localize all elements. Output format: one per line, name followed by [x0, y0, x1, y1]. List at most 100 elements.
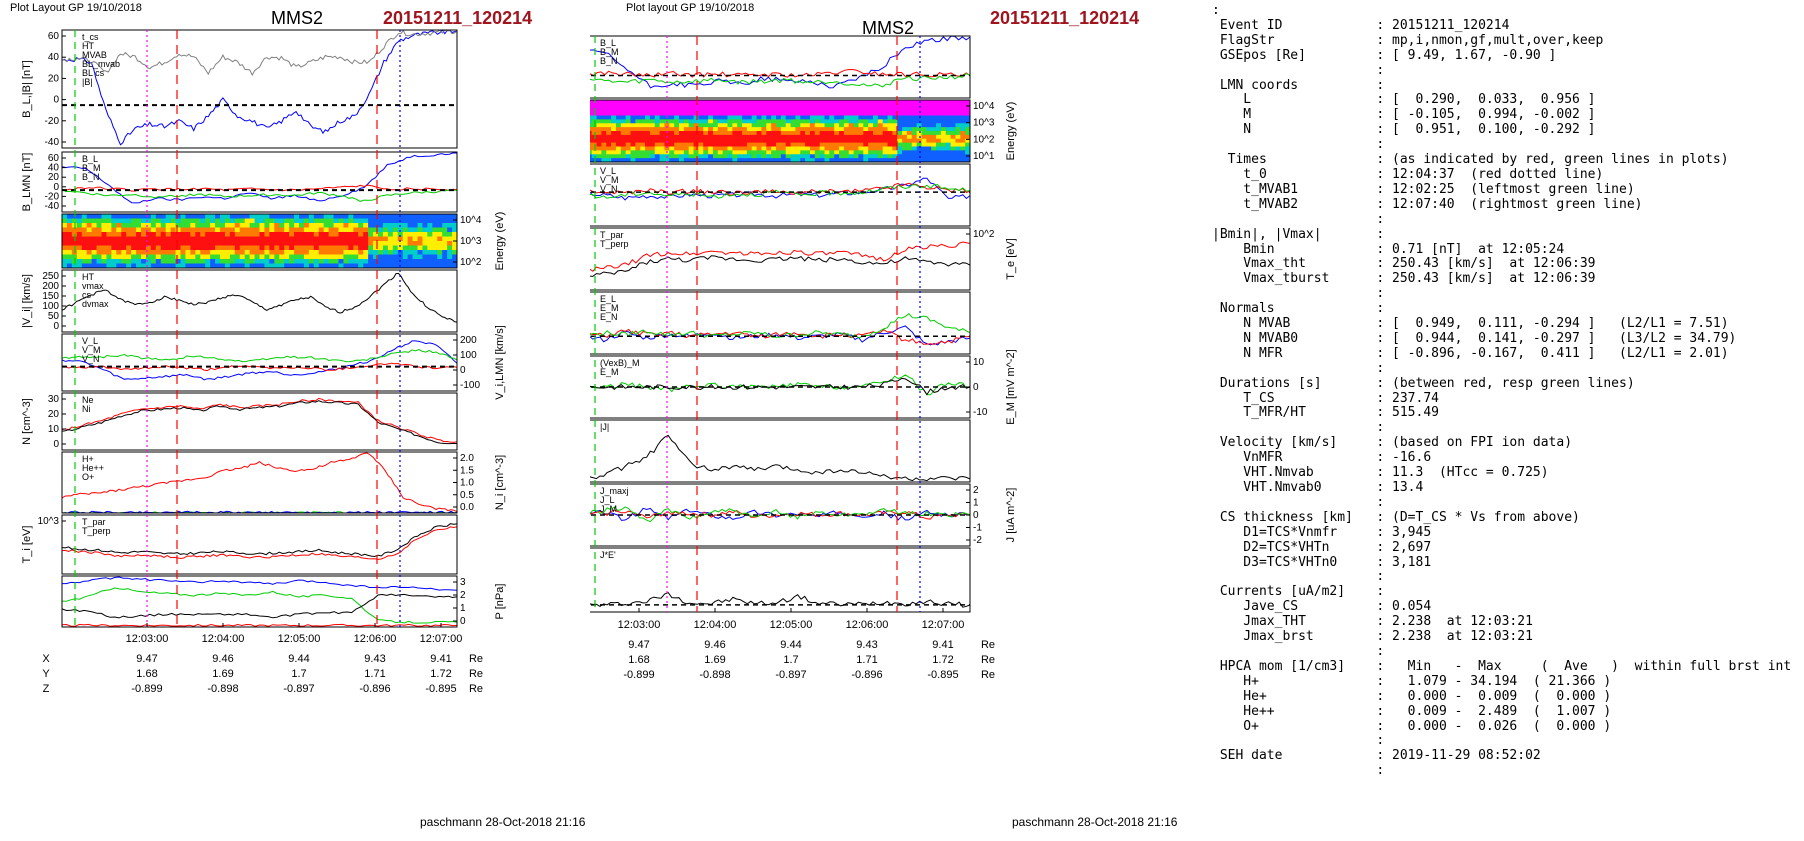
right-pos-value: 1.68 — [628, 654, 649, 666]
right-spectrogram-cell — [659, 115, 665, 120]
left-spectrogram-cell — [86, 227, 93, 233]
right-spectrogram-cell — [591, 134, 598, 140]
right-spectrogram-cell — [926, 134, 932, 140]
left-spectrogram-cell — [106, 232, 112, 237]
right-spectrogram-cell — [853, 158, 859, 163]
right-spectrogram-cell — [829, 138, 835, 144]
left-y-tick-label: 250 — [42, 271, 59, 282]
right-spectrogram-cell — [611, 131, 617, 136]
left-spectrogram-cell — [106, 259, 112, 264]
left-spectrogram-cell — [328, 218, 335, 224]
right-spectrogram-cell — [776, 127, 782, 132]
left-spectrogram-cell — [358, 245, 364, 251]
right-spectrogram-cell — [839, 123, 845, 128]
left-spectrogram-cell — [397, 236, 404, 242]
right-spectrogram-cell — [950, 154, 956, 159]
left-spectrogram-cell — [220, 236, 226, 242]
right-spectrogram-cell — [824, 154, 830, 159]
left-spectrogram-cell — [91, 223, 98, 228]
left-spectrogram-cell — [160, 218, 167, 224]
left-spectrogram-cell — [279, 259, 285, 264]
left-spectrogram-cell — [323, 245, 330, 251]
left-y-tick-label: 150 — [42, 291, 59, 302]
right-spectrogram-cell — [756, 127, 762, 132]
left-spectrogram-cell — [402, 236, 409, 242]
right-spectrogram-cell — [640, 142, 646, 147]
left-spectrogram-cell — [96, 227, 102, 233]
right-spectrogram-cell — [892, 138, 898, 144]
right-spectrogram-cell — [625, 142, 631, 147]
left-spectrogram-cell — [437, 214, 443, 219]
left-x-tick-label: 12:04:00 — [202, 633, 245, 645]
left-spectrogram-cell — [353, 245, 359, 251]
right-spectrogram-cell — [926, 127, 932, 132]
left-spectrogram-cell — [165, 227, 172, 233]
right-spectrogram-cell — [776, 150, 782, 155]
right-spectrogram-cell — [853, 146, 859, 151]
right-spectrogram-cell — [834, 115, 840, 120]
left-spectrogram-cell — [328, 250, 335, 255]
right-spectrogram-cell — [742, 158, 748, 163]
left-spectrogram-cell — [175, 263, 181, 269]
right-spectrogram-cell — [698, 142, 704, 147]
left-spectrogram-cell — [328, 227, 335, 233]
right-spectrogram-cell — [921, 154, 927, 159]
right-spectrogram-cell — [839, 154, 845, 159]
right-spectrogram-cell — [645, 115, 651, 120]
right-spectrogram-cell — [955, 142, 961, 147]
left-spectrogram-cell — [190, 263, 196, 269]
right-spectrogram-cell — [863, 158, 869, 163]
left-spectrogram-cell — [373, 223, 379, 228]
right-spectrogram-cell — [809, 150, 816, 155]
right-spectrogram-cell — [761, 142, 767, 147]
right-spectrogram-cell — [737, 158, 743, 163]
left-spectrogram-cell — [71, 218, 78, 224]
right-spectrogram-cell — [843, 131, 850, 136]
right-event-id: 20151211_120214 — [990, 8, 1140, 28]
right-spectrogram-cell — [742, 146, 748, 151]
right-pos-value: -0.895 — [927, 669, 958, 681]
left-spectrogram-cell — [175, 223, 181, 228]
right-spectrogram-cell — [785, 123, 792, 128]
left-spectrogram-cell — [269, 236, 275, 242]
left-spectrogram-cell — [407, 227, 414, 233]
right-spectrogram-cell — [688, 142, 695, 147]
left-spectrogram-cell — [303, 263, 310, 269]
right-spectrogram-cell — [926, 131, 932, 136]
right-spectrogram-cell — [746, 154, 753, 159]
right-spectrogram-cell — [659, 158, 665, 163]
right-spectrogram-cell — [805, 142, 811, 147]
left-spectrogram-cell — [407, 214, 414, 219]
left-spectrogram-cell — [328, 241, 335, 246]
left-legend-entry: B_L — [82, 154, 98, 164]
right-spectrogram-cell — [717, 158, 724, 163]
right-spectrogram-cell — [795, 134, 801, 140]
left-y-tick-label: 0.0 — [460, 502, 474, 513]
right-spectrogram-cell — [756, 131, 762, 136]
right-spectrogram-cell — [674, 158, 680, 163]
left-spectrogram-cell — [432, 232, 438, 237]
left-spectrogram-cell — [254, 223, 260, 228]
left-spectrogram-cell — [373, 218, 379, 224]
right-spectrogram-cell — [853, 131, 859, 136]
summary-line: D1=TCS*Vnmfr : 3,945 — [1212, 524, 1432, 540]
left-spectrogram-cell — [333, 241, 339, 246]
summary-line: T_MFR/HT : 515.49 — [1212, 405, 1439, 421]
right-spectrogram-cell — [679, 146, 685, 151]
summary-line: t_0 : 12:04:37 (red dotted line) — [1212, 166, 1604, 182]
left-spectrogram-cell — [417, 250, 423, 255]
left-spectrogram-cell — [224, 250, 231, 255]
right-spectrogram-cell — [727, 142, 733, 147]
right-spectrogram-cell — [965, 158, 971, 163]
left-spectrogram-cell — [358, 259, 364, 264]
right-spectrogram-cell — [839, 127, 845, 132]
left-pos-value: 9.43 — [364, 653, 385, 665]
left-spectrogram-cell — [348, 245, 354, 251]
left-spectrogram-cell — [323, 263, 330, 269]
right-spectrogram-cell — [698, 134, 704, 140]
summary-line: : — [1212, 211, 1385, 227]
right-spectrogram-cell — [591, 115, 598, 120]
right-spectrogram-cell — [858, 146, 864, 151]
left-spectrogram-cell — [279, 263, 285, 269]
right-spectrogram-cell — [776, 119, 782, 124]
